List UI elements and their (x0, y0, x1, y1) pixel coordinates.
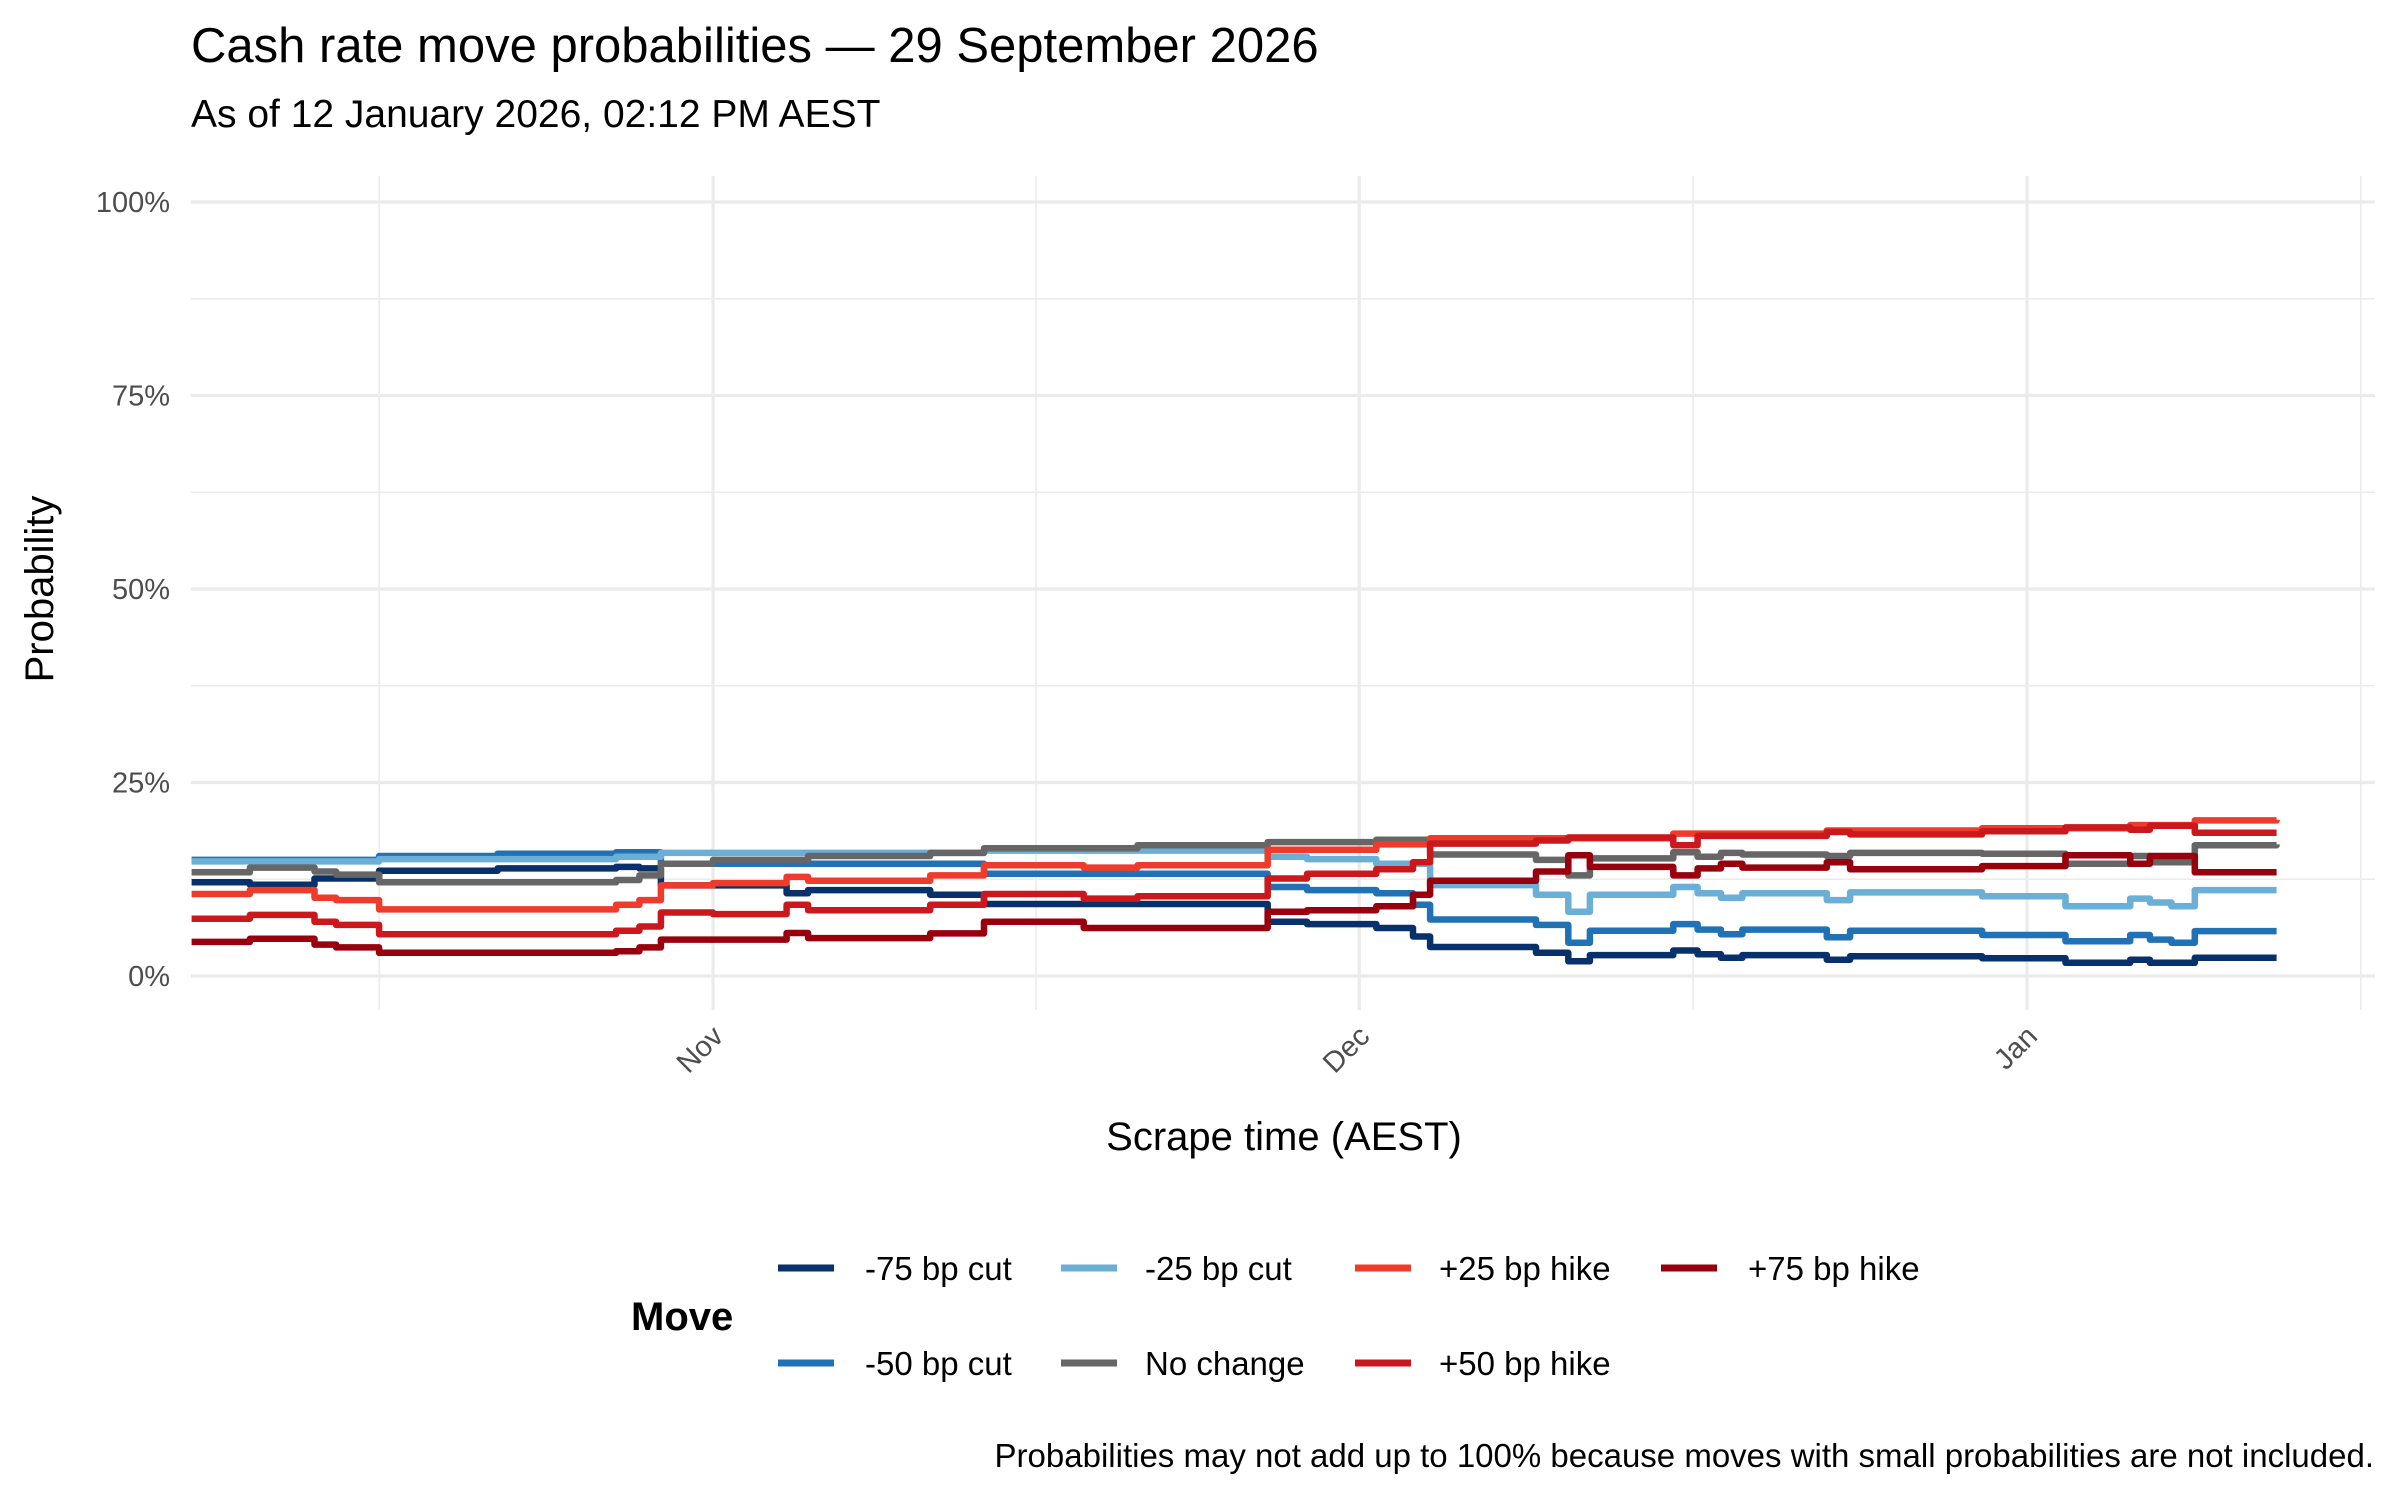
legend-item: +75 bp hike (1661, 1250, 1920, 1287)
chart-subtitle: As of 12 January 2026, 02:12 PM AEST (191, 93, 880, 136)
y-tick-label: 25% (112, 768, 170, 800)
y-tick-label: 75% (112, 381, 170, 413)
legend: Move -75 bp cut -50 bp cut -25 bp cut No… (631, 1250, 1920, 1382)
legend-label: -25 bp cut (1145, 1250, 1292, 1287)
y-axis-title: Probability (18, 496, 62, 683)
grid (191, 176, 2375, 1010)
legend-label: +75 bp hike (1748, 1250, 1920, 1287)
legend-item: No change (1061, 1345, 1305, 1382)
x-tick-label: Nov (671, 1020, 730, 1079)
y-tick-label: 50% (112, 574, 170, 606)
chart-title: Cash rate move probabilities — 29 Septem… (191, 19, 1319, 73)
legend-item: -25 bp cut (1061, 1250, 1292, 1287)
series-line (191, 852, 2277, 957)
y-tick-label: 0% (128, 961, 170, 993)
y-axis-ticks: 0% 25% 50% 75% 100% (96, 187, 170, 993)
legend-label: +25 bp hike (1439, 1250, 1611, 1287)
legend-label: -75 bp cut (865, 1250, 1012, 1287)
series-line (191, 863, 2277, 967)
legend-item: +50 bp hike (1355, 1345, 1611, 1382)
series-lines (191, 817, 2280, 967)
legend-label: No change (1145, 1345, 1305, 1382)
series-line (191, 817, 2280, 913)
legend-item: -75 bp cut (778, 1250, 1012, 1287)
x-axis-title: Scrape time (AEST) (1106, 1115, 1462, 1159)
legend-title: Move (631, 1295, 733, 1339)
caption: Probabilities may not add up to 100% bec… (995, 1437, 2374, 1474)
x-tick-label: Jan (1988, 1020, 2044, 1076)
legend-item: +25 bp hike (1355, 1250, 1611, 1287)
series-line (191, 848, 2277, 946)
x-axis-ticks: Nov Dec Jan (671, 1020, 2044, 1079)
legend-label: -50 bp cut (865, 1345, 1012, 1382)
legend-item: -50 bp cut (778, 1345, 1012, 1382)
y-tick-label: 100% (96, 187, 170, 219)
x-tick-label: Dec (1317, 1020, 1376, 1079)
series-line (191, 822, 2277, 938)
legend-label: +50 bp hike (1439, 1345, 1611, 1382)
